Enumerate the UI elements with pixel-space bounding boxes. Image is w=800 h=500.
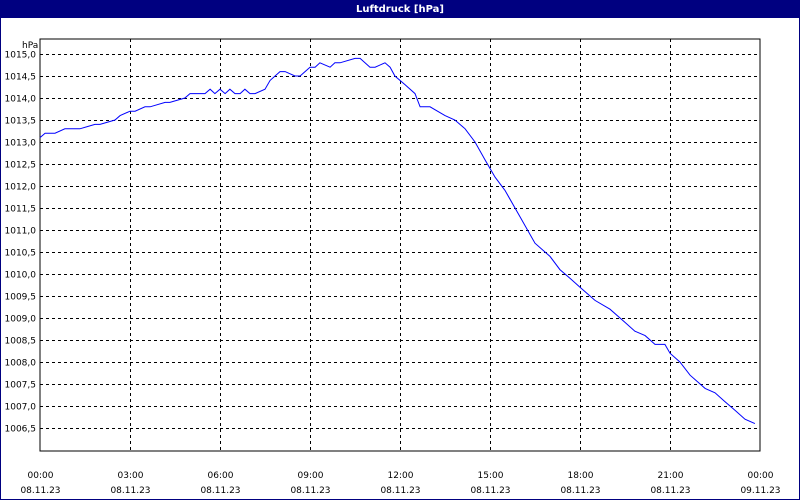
x-tick-time-label: 15:00	[478, 471, 504, 481]
y-tick-label: 1008,0	[5, 359, 37, 369]
x-tick-time-label: 00:00	[28, 471, 54, 481]
y-tick-label: 1008,5	[5, 337, 37, 347]
x-tick-date-label: 08.11.23	[560, 486, 600, 496]
y-tick-label: 1007,5	[5, 381, 37, 391]
x-tick-date-label: 08.11.23	[380, 486, 420, 496]
x-tick-time-label: 00:00	[748, 471, 774, 481]
x-tick-time-label: 21:00	[658, 471, 684, 481]
pressure-series-line	[39, 57, 756, 425]
x-tick-date-label: 08.11.23	[110, 486, 150, 496]
y-tick-label: 1011,5	[5, 205, 37, 215]
x-tick-time-label: 18:00	[568, 471, 594, 481]
x-tick-date-label: 08.11.23	[650, 486, 690, 496]
y-tick-label: 1011,0	[5, 227, 37, 237]
x-tick-time-label: 12:00	[388, 471, 414, 481]
y-tick-label: 1009,5	[5, 293, 37, 303]
y-tick-label: 1013,0	[5, 139, 37, 149]
y-tick-label: 1012,5	[5, 161, 37, 171]
x-tick-time-label: 03:00	[118, 471, 144, 481]
y-tick-label: 1014,0	[5, 95, 37, 105]
window-title: Luftdruck [hPa]	[1, 1, 799, 18]
y-tick-label: 1014,5	[5, 73, 37, 83]
x-tick-date-label: 08.11.23	[20, 486, 60, 496]
y-tick-label: 1012,0	[5, 183, 37, 193]
y-axis-unit-label: hPa	[22, 41, 38, 51]
y-tick-label: 1013,5	[5, 117, 37, 127]
y-tick-label: 1010,5	[5, 249, 37, 259]
y-tick-label: 1006,5	[5, 425, 37, 435]
y-tick-label: 1009,0	[5, 315, 37, 325]
y-tick-label: 1015,0	[5, 51, 37, 61]
y-tick-label: 1007,0	[5, 403, 37, 413]
x-tick-date-label: 08.11.23	[470, 486, 510, 496]
x-tick-time-label: 06:00	[208, 471, 234, 481]
x-tick-date-label: 08.11.23	[290, 486, 330, 496]
x-tick-date-label: 08.11.23	[200, 486, 240, 496]
x-tick-time-label: 09:00	[298, 471, 324, 481]
y-tick-label: 1010,0	[5, 271, 37, 281]
x-tick-date-label: 09.11.23	[740, 486, 780, 496]
